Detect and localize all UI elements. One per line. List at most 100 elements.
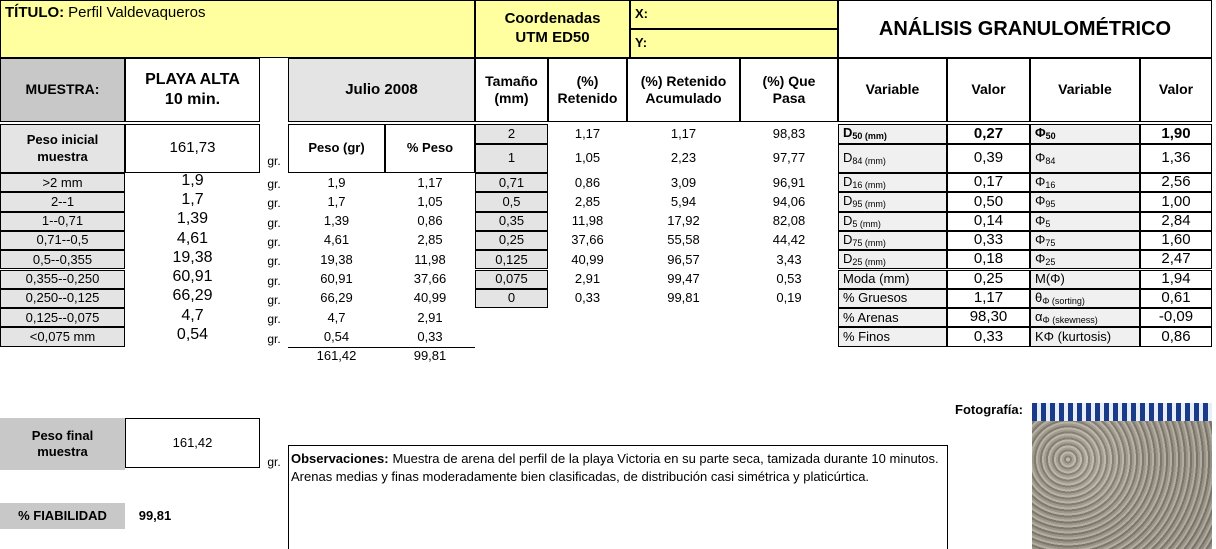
cell-text: 96,57 — [667, 251, 700, 267]
cell-line: PLAYA ALTA — [145, 70, 240, 90]
cell-text: 1--0,71 — [41, 213, 84, 229]
analysis-cell: D5 (mm) — [838, 211, 947, 231]
cell-text: 161,42 — [316, 348, 357, 364]
variable-part: 95 — [1045, 199, 1056, 210]
title-label: TÍTULO: — [5, 4, 65, 21]
analysis-cell: D95 (mm) — [838, 192, 947, 212]
size-header: (%) Retenido — [548, 58, 627, 122]
sieve-pct: 2,91 — [385, 308, 475, 327]
cell-text: 1,05 — [574, 150, 601, 166]
analysis-cell: 0,50 — [947, 192, 1030, 212]
cell-text: Tamaño — [485, 72, 538, 89]
variable-part: Φ — [1035, 193, 1046, 209]
value: 2,47 — [1161, 250, 1191, 268]
cell-text: X: — [635, 6, 648, 22]
value: 2,84 — [1161, 211, 1191, 229]
total-rule — [288, 346, 475, 348]
variable: D75 (mm) — [843, 232, 886, 249]
analysis-cell: 1,90 — [1140, 124, 1212, 144]
analysis-cell: 1,17 — [947, 288, 1030, 309]
cell-text: gr. — [267, 196, 281, 211]
cell-text: gr. — [267, 292, 281, 307]
initial-weight: 161,73 — [125, 124, 260, 173]
cell-text: gr. — [267, 254, 281, 269]
sieve-pct: 0,86 — [385, 212, 475, 231]
size-cell: 37,66 — [548, 230, 627, 251]
variable-part: D — [843, 212, 853, 228]
cell-text: Valor — [1158, 81, 1194, 98]
cell-text: (%) — [576, 72, 599, 89]
value: 0,18 — [973, 250, 1004, 268]
variable: KΦ (kurtosis) — [1035, 329, 1111, 345]
cell-text: 96,91 — [772, 174, 806, 190]
sieve-pct: 1,05 — [385, 192, 475, 211]
size-cell: 3,43 — [740, 250, 838, 270]
cell-text: 0,86 — [417, 213, 443, 229]
cell-text: 0,19 — [776, 290, 802, 306]
reliability-value: 99,81 — [125, 503, 185, 529]
unit: gr. — [260, 310, 288, 329]
cell-text: 40,99 — [571, 251, 604, 267]
value: 1,00 — [1161, 192, 1191, 210]
variable-part: KΦ (kurtosis) — [1035, 328, 1112, 344]
photo-ruler — [1032, 403, 1212, 421]
analysis-cell: D50 (mm) — [838, 124, 947, 144]
sample-name: PLAYA ALTA 10 min. — [125, 58, 260, 122]
cell-text: 99,81 — [138, 507, 172, 523]
cell-text: 55,58 — [667, 232, 700, 248]
sieve-weight: 0,54 — [125, 325, 260, 344]
cell-text: 2,23 — [670, 150, 697, 166]
cell-text: 1,17 — [574, 125, 601, 141]
pct-header: % Peso — [385, 124, 475, 173]
size-header: (%) Que Pasa — [740, 58, 838, 122]
sieve-weight: 4,61 — [125, 229, 260, 248]
unit: gr. — [260, 252, 288, 271]
size-cell: 99,81 — [627, 288, 740, 309]
size-cell: 0,35 — [475, 211, 548, 231]
cell-text: (%) Que — [762, 72, 816, 89]
size-cell: 0,53 — [740, 269, 838, 289]
cell-line: muestra — [37, 444, 88, 460]
sieve-label: 0,5--0,355 — [0, 250, 125, 270]
size-cell: 0,5 — [475, 192, 548, 212]
observations-text: Muestra de arena del perfil de la playa … — [291, 451, 939, 485]
cell-text: 0,54 — [323, 328, 350, 344]
cell-text: 0,250--0,125 — [25, 290, 100, 306]
variable-part: 5 (mm) — [852, 218, 881, 229]
size-cell: 97,77 — [740, 144, 838, 173]
variable-part: D — [843, 251, 853, 267]
variable-part: Φ — [1035, 231, 1046, 247]
variable-part: 5 — [1045, 218, 1051, 229]
value: 0,14 — [973, 211, 1004, 229]
initial-label: Peso inicial muestra — [0, 124, 125, 173]
analysis-cell: KΦ (kurtosis) — [1030, 327, 1140, 347]
cell-text: Peso final — [31, 427, 94, 443]
final-weight: 161,42 — [125, 418, 260, 468]
variable-part: D — [843, 193, 853, 209]
cell-text: 0,54 — [176, 326, 209, 344]
value: 1,94 — [1161, 269, 1191, 287]
cell-text: Retenido — [557, 90, 618, 106]
analysis-cell: 1,94 — [1140, 269, 1212, 289]
size-cell: 1 — [475, 144, 548, 173]
size-cell: 94,06 — [740, 192, 838, 212]
sieve-weight: 1,7 — [125, 190, 260, 209]
cell-line: Pasa — [773, 90, 806, 108]
sieve-peso: 66,29 — [288, 289, 385, 308]
cell-text: 2--1 — [50, 193, 75, 209]
cell-text: 11,98 — [571, 213, 604, 229]
analysis-cell: -0,09 — [1140, 308, 1212, 328]
size-cell: 0,71 — [475, 173, 548, 193]
cell-text: 2,85 — [417, 232, 443, 248]
variable-part: 84 — [1045, 155, 1056, 166]
size-cell: 82,08 — [740, 211, 838, 231]
cell-text: >2 mm — [42, 174, 83, 190]
size-cell: 5,94 — [627, 192, 740, 212]
sample-date: Julio 2008 — [288, 58, 475, 122]
photo-grain — [1032, 421, 1212, 549]
variable-part: Moda (mm) — [843, 271, 910, 287]
cell-text: gr. — [267, 154, 281, 168]
value: 0,25 — [973, 269, 1004, 287]
cell-text: 66,29 — [172, 287, 213, 305]
cell-text: gr. — [267, 331, 281, 346]
